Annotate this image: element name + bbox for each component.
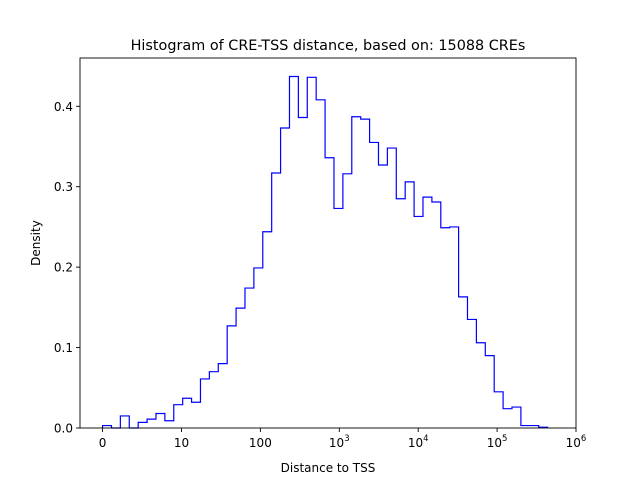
histogram-bin <box>209 372 218 428</box>
histogram-bin <box>147 419 156 428</box>
y-tick-label: 0.3 <box>54 180 73 194</box>
y-axis-ticks: 0.0 0.1 0.2 0.3 0.4 <box>54 100 80 436</box>
x-tick-label: 103 <box>329 434 350 450</box>
x-axis-ticks: 0 10 100 103 104 105 106 <box>99 428 587 450</box>
histogram-bin <box>165 421 174 428</box>
histogram-bin <box>414 216 423 428</box>
y-tick-label: 0.0 <box>54 422 73 436</box>
histogram-bin <box>476 343 485 428</box>
x-tick-label: 10 <box>174 436 189 450</box>
histogram-bin <box>378 165 387 428</box>
histogram-bin <box>254 268 263 428</box>
histogram-bin <box>174 405 183 428</box>
histogram-bin <box>183 398 192 428</box>
histogram-bin <box>387 148 396 428</box>
histogram-bin <box>120 416 129 428</box>
y-tick-label: 0.1 <box>54 341 73 355</box>
x-tick-label: 0 <box>99 436 107 450</box>
histogram-bin <box>307 77 316 428</box>
histogram-bin <box>156 414 165 428</box>
histogram-bin <box>218 364 227 428</box>
axes-frame <box>79 57 577 429</box>
x-tick-label: 105 <box>487 434 508 450</box>
histogram-bin <box>316 100 325 428</box>
histogram-bin <box>503 409 512 428</box>
histogram-bin <box>441 228 450 428</box>
histogram-step-line <box>101 75 549 429</box>
y-tick-label: 0.2 <box>54 261 73 275</box>
x-axis-label: Distance to TSS <box>281 461 376 475</box>
chart-title: Histogram of CRE-TSS distance, based on:… <box>131 38 526 54</box>
histogram-bin <box>325 158 334 428</box>
histogram-bin <box>192 402 201 428</box>
histogram-bin <box>352 117 361 428</box>
histogram-bin <box>334 208 343 428</box>
y-axis-label: Density <box>29 220 43 266</box>
histogram-bin <box>485 356 494 428</box>
histogram-bin <box>343 174 352 428</box>
histogram-bin <box>236 308 245 428</box>
histogram-bin <box>459 297 468 428</box>
histogram-bin <box>494 392 503 428</box>
histogram-bin <box>432 202 441 428</box>
histogram-bin <box>405 182 414 428</box>
histogram-bin <box>450 227 459 428</box>
histogram-bin <box>370 142 379 428</box>
histogram-bin <box>467 319 476 428</box>
histogram-bin <box>138 422 147 428</box>
histogram-bin <box>298 118 307 428</box>
histogram-bin <box>200 379 209 428</box>
histogram-bin <box>272 173 281 428</box>
histogram-bin <box>512 407 521 428</box>
histogram-bin <box>263 232 272 428</box>
histogram-bin <box>289 77 298 429</box>
y-tick-label: 0.4 <box>54 100 73 114</box>
histogram-bin <box>227 326 236 428</box>
x-tick-label: 104 <box>408 434 429 450</box>
plot-area <box>101 75 549 429</box>
histogram-bin <box>245 288 254 428</box>
histogram-bin <box>281 128 290 428</box>
histogram-bin <box>396 199 405 428</box>
histogram-bin <box>361 119 370 428</box>
x-tick-label: 100 <box>249 436 272 450</box>
histogram-bin <box>423 197 432 428</box>
x-tick-label: 106 <box>566 434 587 450</box>
